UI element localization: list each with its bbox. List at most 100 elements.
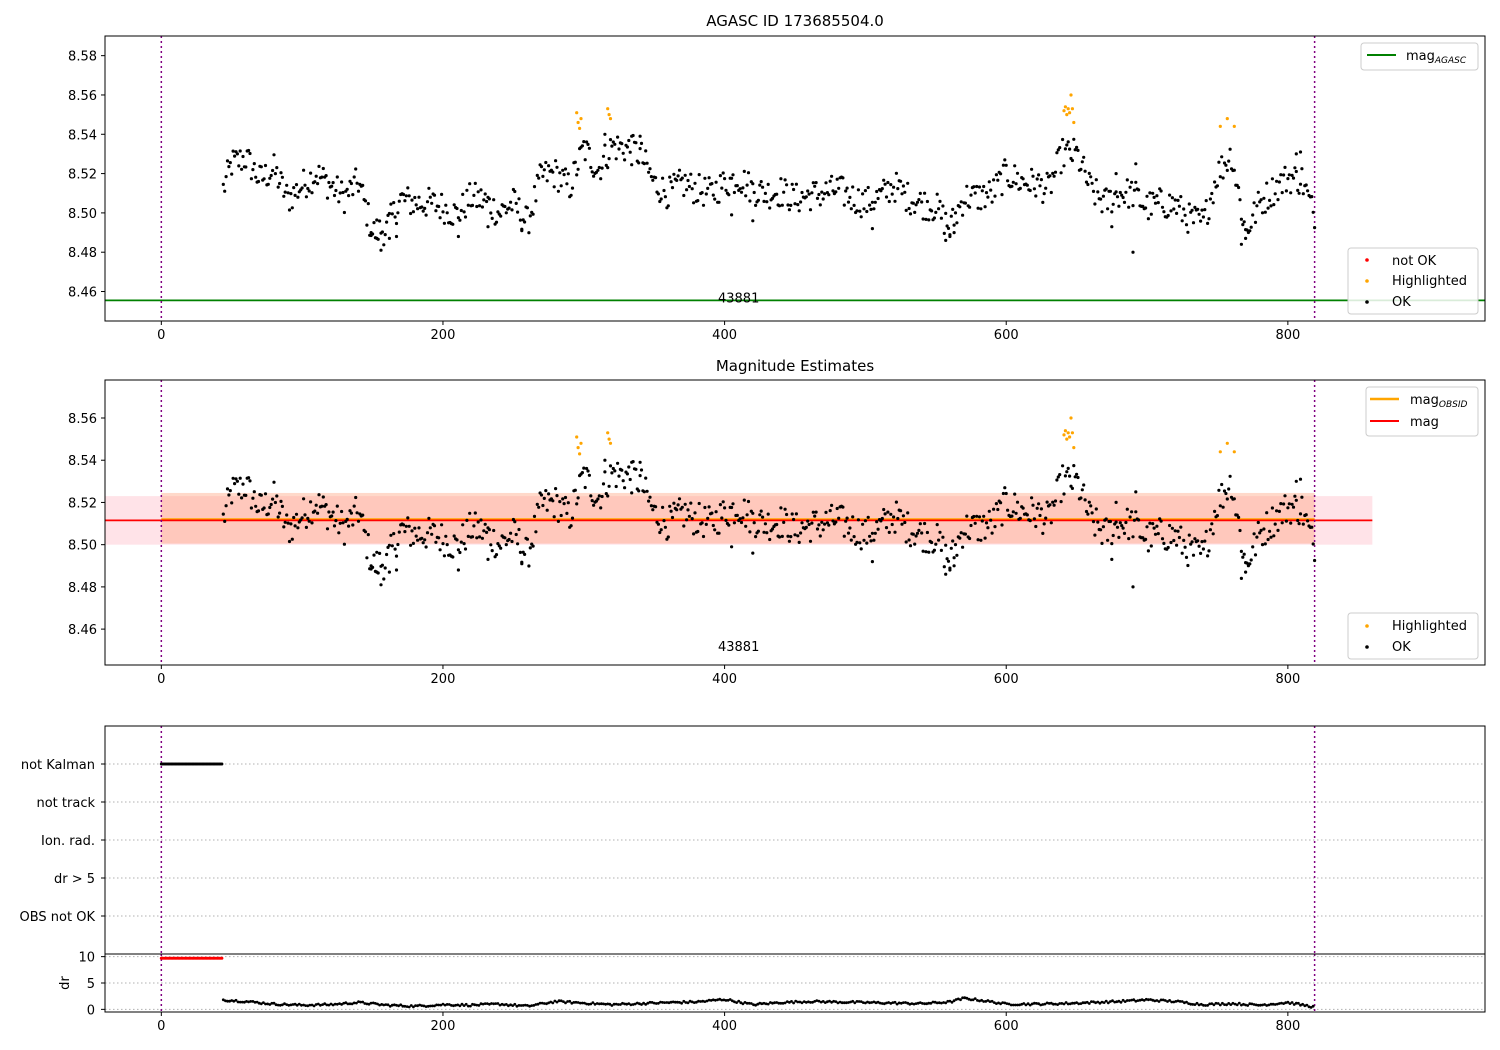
- ok-point: [279, 499, 283, 503]
- ok-point: [955, 553, 959, 557]
- ok-point: [689, 501, 693, 505]
- ok-point: [785, 512, 789, 517]
- ok-point: [575, 173, 579, 177]
- dr-point: [1151, 998, 1155, 1002]
- panel2-legend-top: magOBSID mag: [1365, 386, 1479, 437]
- dr-point: [526, 1004, 529, 1007]
- ok-point: [930, 209, 934, 213]
- dr-point: [412, 1005, 415, 1009]
- ok-point: [920, 200, 924, 204]
- dr-point: [532, 1004, 536, 1007]
- dr-point: [762, 1001, 766, 1005]
- ok-point: [780, 203, 784, 207]
- ok-point: [356, 519, 361, 523]
- ok-point: [639, 141, 644, 145]
- ok-point: [1239, 242, 1243, 246]
- dr-point: [471, 1002, 474, 1006]
- ok-point: [968, 536, 972, 541]
- ok-point: [382, 243, 386, 247]
- ok-point: [1213, 509, 1217, 513]
- ok-point: [1218, 504, 1222, 508]
- ok-point: [1132, 188, 1136, 192]
- ok-point: [1199, 551, 1203, 556]
- ok-point: [751, 219, 755, 223]
- ok-point: [1197, 212, 1201, 216]
- ok-point: [942, 565, 946, 569]
- dr-point: [1163, 999, 1167, 1002]
- dr-point: [933, 1000, 937, 1004]
- dr-point: [295, 1003, 299, 1007]
- dr-point: [764, 1002, 768, 1006]
- dr-point: [1030, 1002, 1034, 1006]
- ok-point: [1173, 198, 1177, 202]
- ok-point: [741, 516, 745, 520]
- ok-point: [302, 497, 306, 501]
- ok-point: [987, 180, 991, 184]
- ok-point: [884, 526, 889, 530]
- ok-point: [554, 487, 558, 491]
- ok-point: [375, 550, 379, 554]
- ok-point: [365, 556, 369, 560]
- ok-point: [383, 566, 387, 570]
- ok-point: [977, 515, 982, 519]
- ok-point: [638, 460, 642, 464]
- ok-point: [739, 520, 744, 525]
- ok-point: [834, 520, 838, 524]
- flag-label: not track: [36, 796, 95, 811]
- ok-point: [230, 172, 234, 176]
- ok-point: [330, 514, 334, 518]
- ok-point: [378, 551, 382, 556]
- ok-point: [1115, 195, 1120, 199]
- ok-point: [1073, 148, 1077, 152]
- ok-point: [563, 495, 568, 500]
- ok-point: [423, 206, 427, 210]
- ok-point: [292, 515, 296, 520]
- ok-point: [1013, 492, 1017, 496]
- dr-point: [253, 1000, 257, 1004]
- ok-point: [842, 534, 846, 538]
- dr-point: [1168, 999, 1171, 1002]
- dr-point: [1121, 998, 1125, 1002]
- panel2-data-points: [221, 416, 1317, 589]
- highlighted-point: [575, 435, 579, 439]
- ok-point: [1110, 225, 1114, 229]
- ok-point: [690, 187, 694, 191]
- dr-point: [967, 997, 971, 1001]
- dr-point: [1100, 1000, 1104, 1004]
- ok-point: [1038, 184, 1042, 188]
- dr-point: [327, 1003, 331, 1007]
- ok-point: [1131, 585, 1135, 589]
- ok-point: [410, 198, 414, 202]
- ok-point: [1075, 472, 1079, 476]
- dr-point: [1005, 1002, 1009, 1005]
- dr-point: [859, 1000, 863, 1003]
- dr-point: [1028, 1003, 1032, 1007]
- dr-point: [583, 1001, 586, 1005]
- dr-point: [540, 1001, 544, 1005]
- y-tick-label: 8.48: [68, 581, 97, 596]
- ok-point: [796, 534, 800, 538]
- ok-point: [1144, 537, 1148, 542]
- ok-point: [382, 577, 386, 581]
- ok-point: [317, 493, 321, 497]
- dr-point: [944, 1001, 948, 1005]
- dr-point: [669, 1000, 673, 1004]
- dr-point: [1045, 1001, 1049, 1005]
- dr-point: [616, 1003, 620, 1006]
- ok-point: [269, 502, 273, 507]
- ok-point: [613, 142, 617, 146]
- dr-point: [1273, 1003, 1277, 1006]
- dr-point: [559, 999, 563, 1003]
- ok-point: [420, 205, 424, 209]
- ok-point: [887, 530, 891, 535]
- ok-point: [1313, 226, 1317, 230]
- ok-point: [939, 216, 944, 220]
- ok-point: [989, 188, 993, 192]
- ok-point: [1239, 217, 1243, 221]
- dr-point: [682, 999, 686, 1003]
- ok-point: [779, 177, 783, 181]
- ok-point: [1310, 195, 1314, 199]
- dr-point: [587, 1002, 591, 1006]
- dr-point: [730, 999, 734, 1003]
- ok-point: [1110, 557, 1114, 562]
